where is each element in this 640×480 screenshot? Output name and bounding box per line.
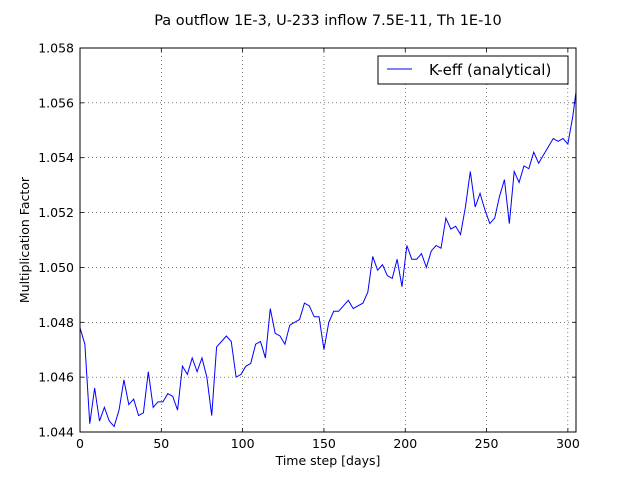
y-tick-label: 1.056 bbox=[38, 95, 74, 110]
y-tick-label: 1.058 bbox=[38, 41, 74, 56]
x-tick-label: 100 bbox=[231, 436, 255, 451]
legend: K-eff (analytical) bbox=[377, 55, 569, 85]
x-tick-label: 50 bbox=[153, 436, 169, 451]
x-tick-label: 300 bbox=[556, 436, 580, 451]
x-axis-label: Time step [days] bbox=[275, 453, 381, 468]
y-tick-label: 1.052 bbox=[38, 205, 74, 220]
x-tick-label: 250 bbox=[475, 436, 499, 451]
chart-title: Pa outflow 1E-3, U-233 inflow 7.5E-11, T… bbox=[154, 13, 502, 29]
plot-frame bbox=[79, 47, 577, 433]
y-tick-label: 1.048 bbox=[38, 315, 74, 330]
x-tick-label: 0 bbox=[76, 436, 84, 451]
grid-layer bbox=[80, 48, 576, 432]
y-tick-label: 1.050 bbox=[38, 260, 74, 275]
x-tick-label: 200 bbox=[393, 436, 417, 451]
y-tick-label: 1.054 bbox=[38, 150, 74, 165]
legend-box bbox=[377, 55, 569, 85]
y-axis-label: Multiplication Factor bbox=[17, 176, 32, 303]
y-tick-label: 1.044 bbox=[38, 425, 74, 440]
y-tick-label: 1.046 bbox=[38, 370, 74, 385]
legend-entry-label: K-eff (analytical) bbox=[429, 61, 551, 79]
x-tick-label: 150 bbox=[312, 436, 336, 451]
series-line-k-eff bbox=[79, 91, 577, 428]
tick-layer: 0 50 100 150 200 250 300 1.044 1.046 1.048 1.050 1.… bbox=[38, 41, 580, 452]
series-layer bbox=[79, 91, 577, 428]
